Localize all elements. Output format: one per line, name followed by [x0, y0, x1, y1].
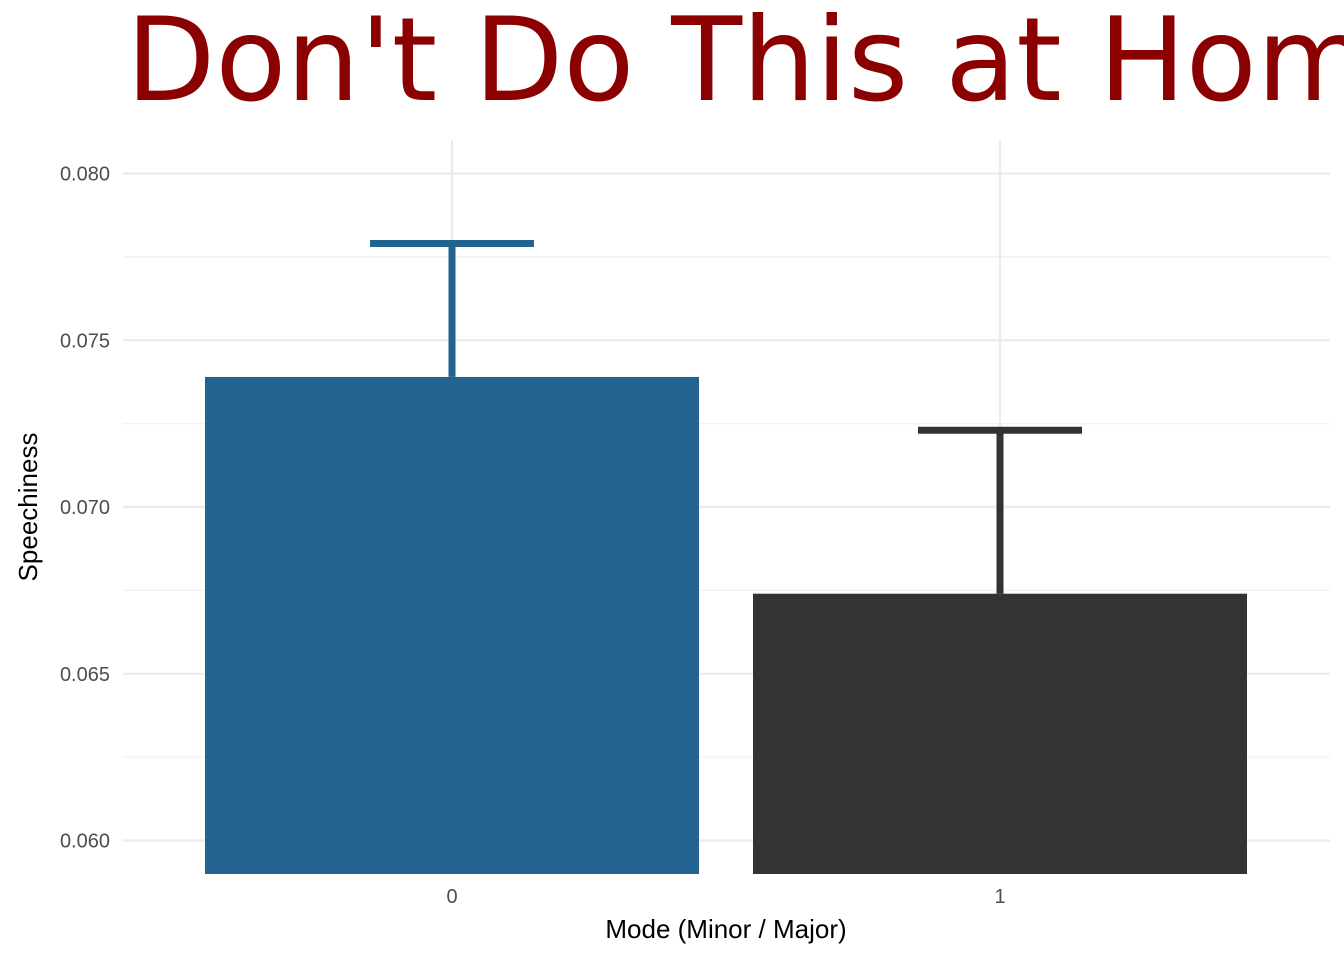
bar-1: [753, 593, 1247, 874]
y-tick-label: 0.075: [60, 330, 110, 352]
x-axis-title: Mode (Minor / Major): [605, 914, 846, 944]
ticks-layer: 0.060 0.065 0.070 0.075 0.080 0 1: [60, 164, 1006, 909]
y-axis-title: Speechiness: [13, 433, 43, 582]
y-tick-label: 0.080: [60, 164, 110, 186]
chart-title: Don't Do This at Home: [126, 0, 1344, 128]
y-tick-label: 0.070: [60, 497, 110, 519]
bar-0: [205, 376, 699, 874]
x-tick-label: 1: [994, 886, 1005, 908]
error-bar-0: [370, 240, 534, 377]
x-tick-label: 0: [446, 886, 457, 908]
y-tick-label: 0.065: [60, 664, 110, 686]
y-tick-label: 0.060: [60, 831, 110, 853]
bars-layer: [205, 376, 1247, 874]
errorbars-layer: [370, 240, 1082, 594]
error-bar-1: [918, 426, 1082, 594]
